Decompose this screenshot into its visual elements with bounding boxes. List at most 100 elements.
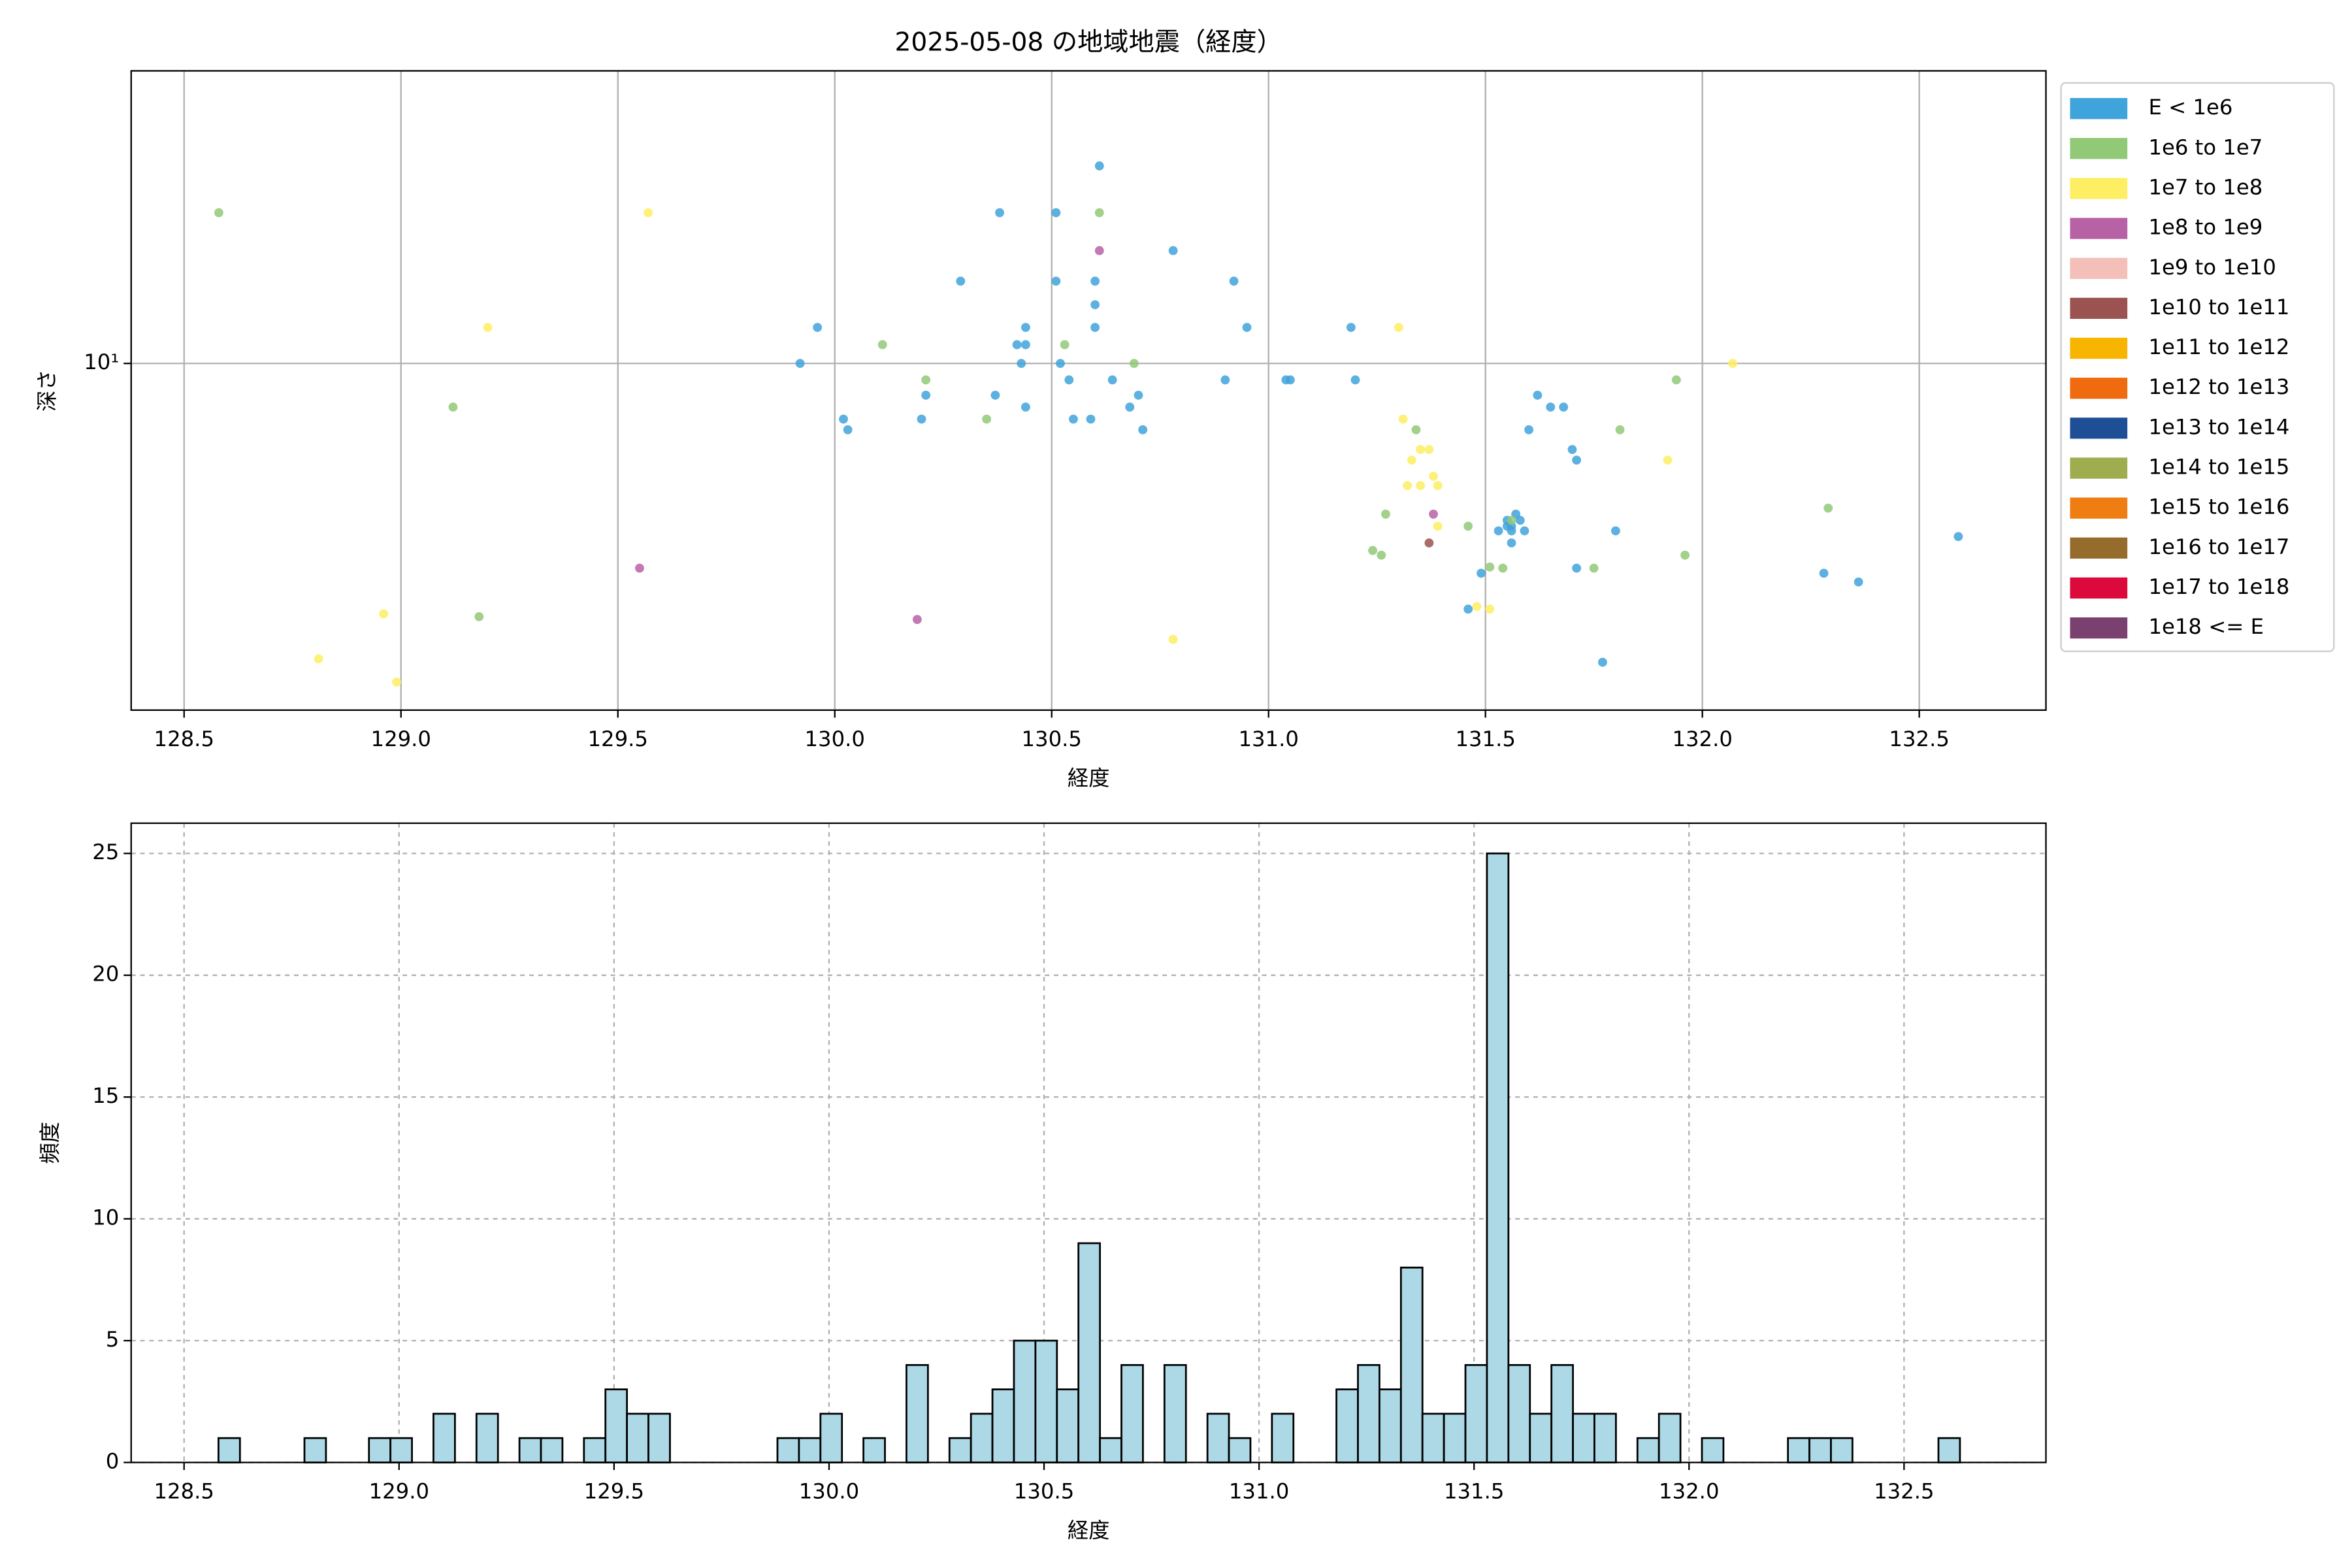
x-tick-label: 132.5 bbox=[1874, 1479, 1934, 1504]
legend-swatch bbox=[2070, 337, 2128, 359]
point bbox=[1416, 445, 1426, 454]
point bbox=[1507, 526, 1516, 536]
point bbox=[1567, 445, 1577, 454]
point bbox=[912, 615, 922, 625]
y-axis-label: 頻度 bbox=[37, 1122, 62, 1164]
bar bbox=[1593, 1413, 1617, 1463]
point bbox=[1589, 563, 1599, 573]
legend-swatch bbox=[2070, 537, 2128, 559]
x-tick-label: 132.0 bbox=[1672, 727, 1732, 751]
point bbox=[1953, 532, 1963, 542]
point bbox=[921, 375, 931, 385]
bar bbox=[1034, 1339, 1058, 1463]
x-tick-label: 132.0 bbox=[1659, 1479, 1719, 1504]
point bbox=[1368, 546, 1377, 555]
point bbox=[1090, 323, 1100, 333]
legend-swatch bbox=[2070, 378, 2128, 399]
point bbox=[483, 323, 493, 333]
x-tick-label: 130.0 bbox=[804, 727, 864, 751]
legend-label: 1e12 to 1e13 bbox=[2148, 374, 2289, 399]
point bbox=[214, 208, 223, 218]
point bbox=[843, 425, 853, 434]
bar bbox=[475, 1413, 499, 1463]
point bbox=[1411, 425, 1421, 434]
point bbox=[1021, 323, 1030, 333]
legend-box bbox=[2060, 82, 2335, 653]
bar bbox=[862, 1437, 886, 1463]
point bbox=[1346, 323, 1356, 333]
bar bbox=[1421, 1413, 1445, 1463]
point bbox=[1854, 577, 1863, 587]
legend-swatch bbox=[2070, 98, 2128, 120]
bar bbox=[1937, 1437, 1961, 1463]
point bbox=[1663, 455, 1673, 465]
point bbox=[1485, 604, 1495, 614]
bar bbox=[1077, 1242, 1101, 1463]
point bbox=[1107, 375, 1117, 385]
point bbox=[1060, 340, 1070, 350]
bar bbox=[518, 1437, 542, 1463]
point bbox=[1477, 568, 1486, 578]
bar bbox=[647, 1413, 671, 1463]
y-axis-label: 深さ bbox=[35, 369, 59, 412]
point bbox=[1407, 455, 1416, 465]
point bbox=[1424, 538, 1434, 547]
legend-swatch bbox=[2070, 257, 2128, 279]
legend-label: 1e6 to 1e7 bbox=[2148, 135, 2262, 159]
bar bbox=[1335, 1388, 1359, 1463]
legend-label: 1e10 to 1e11 bbox=[2148, 295, 2289, 319]
point bbox=[1472, 602, 1482, 612]
legend-label: 1e14 to 1e15 bbox=[2148, 455, 2289, 480]
plot-frame bbox=[130, 70, 2047, 711]
point bbox=[1017, 359, 1026, 368]
point bbox=[795, 359, 805, 368]
bar bbox=[540, 1437, 564, 1463]
point bbox=[1377, 550, 1386, 560]
point bbox=[1021, 340, 1030, 350]
point bbox=[1463, 521, 1473, 531]
point bbox=[644, 208, 653, 218]
bar bbox=[1830, 1437, 1854, 1463]
legend-swatch bbox=[2070, 138, 2128, 159]
point bbox=[392, 677, 402, 687]
y-tick-label: 10 bbox=[92, 1205, 119, 1230]
point bbox=[1220, 375, 1230, 385]
bar bbox=[1486, 852, 1510, 1463]
point bbox=[1494, 526, 1503, 536]
bar bbox=[1507, 1364, 1531, 1463]
y-tick-label: 5 bbox=[106, 1327, 120, 1352]
y-tick-label: 15 bbox=[92, 1083, 119, 1108]
bar bbox=[1701, 1437, 1725, 1463]
y-tick-label: 10¹ bbox=[84, 350, 119, 374]
point bbox=[1598, 657, 1607, 667]
legend-label: 1e8 to 1e9 bbox=[2148, 215, 2262, 240]
point bbox=[1094, 161, 1104, 171]
point bbox=[1168, 634, 1178, 644]
x-tick-label: 132.5 bbox=[1889, 727, 1949, 751]
point bbox=[1094, 246, 1104, 255]
point bbox=[1546, 402, 1556, 412]
bar bbox=[1399, 1266, 1424, 1463]
legend-label: 1e9 to 1e10 bbox=[2148, 255, 2276, 280]
bar bbox=[1013, 1339, 1037, 1463]
point bbox=[1429, 472, 1438, 481]
bar bbox=[1206, 1413, 1230, 1463]
point bbox=[1056, 359, 1065, 368]
point bbox=[1094, 208, 1104, 218]
y-tick-label: 0 bbox=[106, 1448, 120, 1473]
point bbox=[1572, 563, 1582, 573]
bar bbox=[626, 1413, 649, 1463]
bar bbox=[819, 1413, 843, 1463]
bar bbox=[1271, 1413, 1295, 1463]
point bbox=[1507, 515, 1516, 525]
x-tick-label: 131.0 bbox=[1229, 1479, 1289, 1504]
x-tick-label: 130.5 bbox=[1021, 727, 1081, 751]
point bbox=[1064, 375, 1074, 385]
point bbox=[1424, 445, 1434, 454]
legend-label: 1e15 to 1e16 bbox=[2148, 495, 2289, 519]
bar bbox=[1099, 1437, 1122, 1463]
point bbox=[1090, 300, 1100, 310]
legend-swatch bbox=[2070, 218, 2128, 239]
point bbox=[1823, 503, 1833, 513]
point bbox=[1498, 563, 1508, 573]
